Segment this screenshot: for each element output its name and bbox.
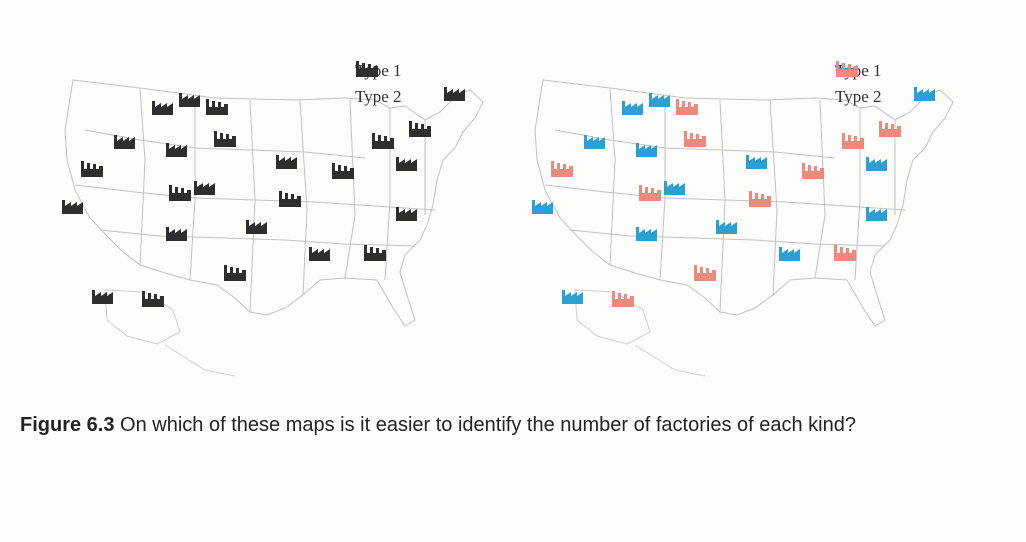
factory-chimneys-icon [836,61,858,77]
factory-type1-marker [636,227,657,241]
factory-type1-marker [866,207,887,221]
map-color-coded: Type 1 Type 2 [515,40,985,380]
factory-type2-marker [612,291,634,307]
factory-type1-marker [246,220,267,234]
caption-text: On which of these maps is it easier to i… [120,414,856,436]
factory-type2-marker [802,163,824,179]
factory-type2-marker [551,161,573,177]
factory-type1-marker [166,143,187,157]
factory-type1-marker [664,181,685,195]
factory-type1-marker [584,135,605,149]
legend-item-type2: Type 2 [355,61,402,110]
factory-type1-marker [62,200,83,214]
factory-type2-marker [694,265,716,281]
factory-type1-marker [92,290,113,304]
factory-type1-marker [866,157,887,171]
factory-type1-marker [152,101,173,115]
factory-type2-marker [332,163,354,179]
factory-type2-marker [639,185,661,201]
factory-type2-marker [81,161,103,177]
map-legend: Type 1 Type 2 [355,58,402,110]
factory-type1-marker [914,87,935,101]
factory-type1-marker [532,200,553,214]
factory-type2-marker [749,191,771,207]
factory-type1-marker [114,135,135,149]
factory-type1-marker [179,93,200,107]
factory-type1-marker [444,87,465,101]
factory-type2-marker [684,131,706,147]
factory-type1-marker [622,101,643,115]
factory-type2-marker [842,133,864,149]
figure-label: Figure 6.3 [20,414,115,436]
map-legend: Type 1 Type 2 [835,58,882,110]
factory-type1-marker [746,155,767,169]
factory-type1-marker [779,247,800,261]
factory-type2-marker [206,99,228,115]
factory-type1-marker [396,207,417,221]
factory-type2-marker [279,191,301,207]
factory-type1-marker [636,143,657,157]
legend-item-type2: Type 2 [835,61,882,110]
factory-type2-marker [372,133,394,149]
figure-caption: Figure 6.3 On which of these maps is it … [20,410,980,440]
factory-type1-marker [562,290,583,304]
factory-type1-marker [166,227,187,241]
factory-type1-marker [649,93,670,107]
factory-type1-marker [716,220,737,234]
factory-type2-marker [169,185,191,201]
map-monochrome: Type 1 Type 2 [45,40,515,380]
factory-type1-marker [276,155,297,169]
factory-type2-marker [214,131,236,147]
legend-label-type2: Type 2 [355,87,402,106]
factory-type2-marker [224,265,246,281]
factory-type2-marker [409,121,431,137]
factory-type2-marker [879,121,901,137]
factory-type2-marker [364,245,386,261]
factory-type2-marker [676,99,698,115]
us-outline-map [62,79,484,377]
factory-chimneys-icon [356,61,378,77]
factory-type1-marker [396,157,417,171]
legend-label-type2: Type 2 [835,87,882,106]
factory-type1-marker [309,247,330,261]
factory-type2-marker [142,291,164,307]
us-outline-map [532,79,954,377]
factory-type1-marker [194,181,215,195]
factory-type2-marker [834,245,856,261]
